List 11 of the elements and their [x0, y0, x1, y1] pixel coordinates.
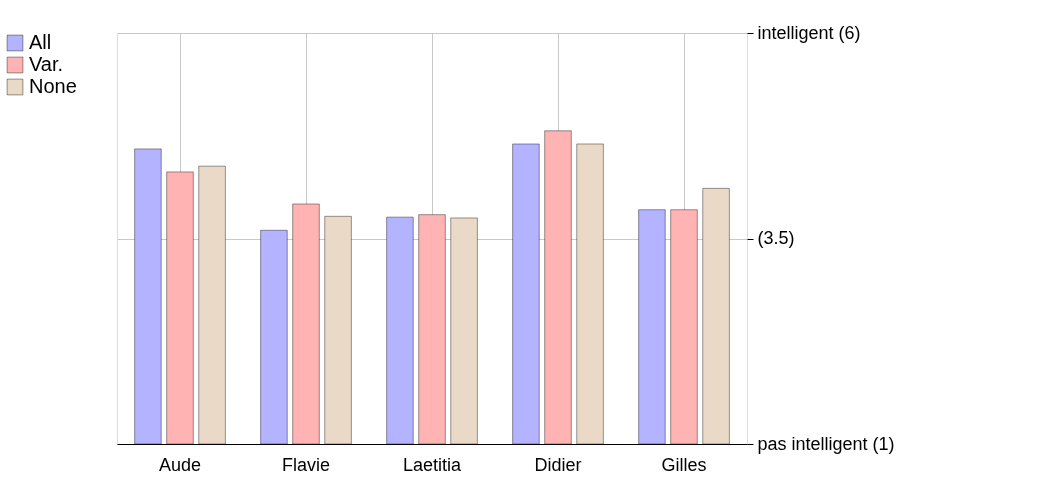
x-tick-label: Laetitia	[402, 454, 463, 475]
legend-label: Var.	[29, 53, 64, 75]
x-tick-label: Gilles	[661, 454, 707, 475]
x-tick-label: Aude	[158, 454, 202, 475]
y-tick-label: pas intelligent (1)	[757, 433, 895, 454]
x-tick-label: Didier	[534, 454, 582, 475]
y-tick-label: (3.5)	[757, 228, 795, 248]
legend-label: All	[29, 31, 52, 53]
legend-label: None	[29, 75, 77, 97]
y-tick-label: intelligent (6)	[757, 22, 861, 43]
x-tick-label: Flavie	[281, 454, 331, 475]
